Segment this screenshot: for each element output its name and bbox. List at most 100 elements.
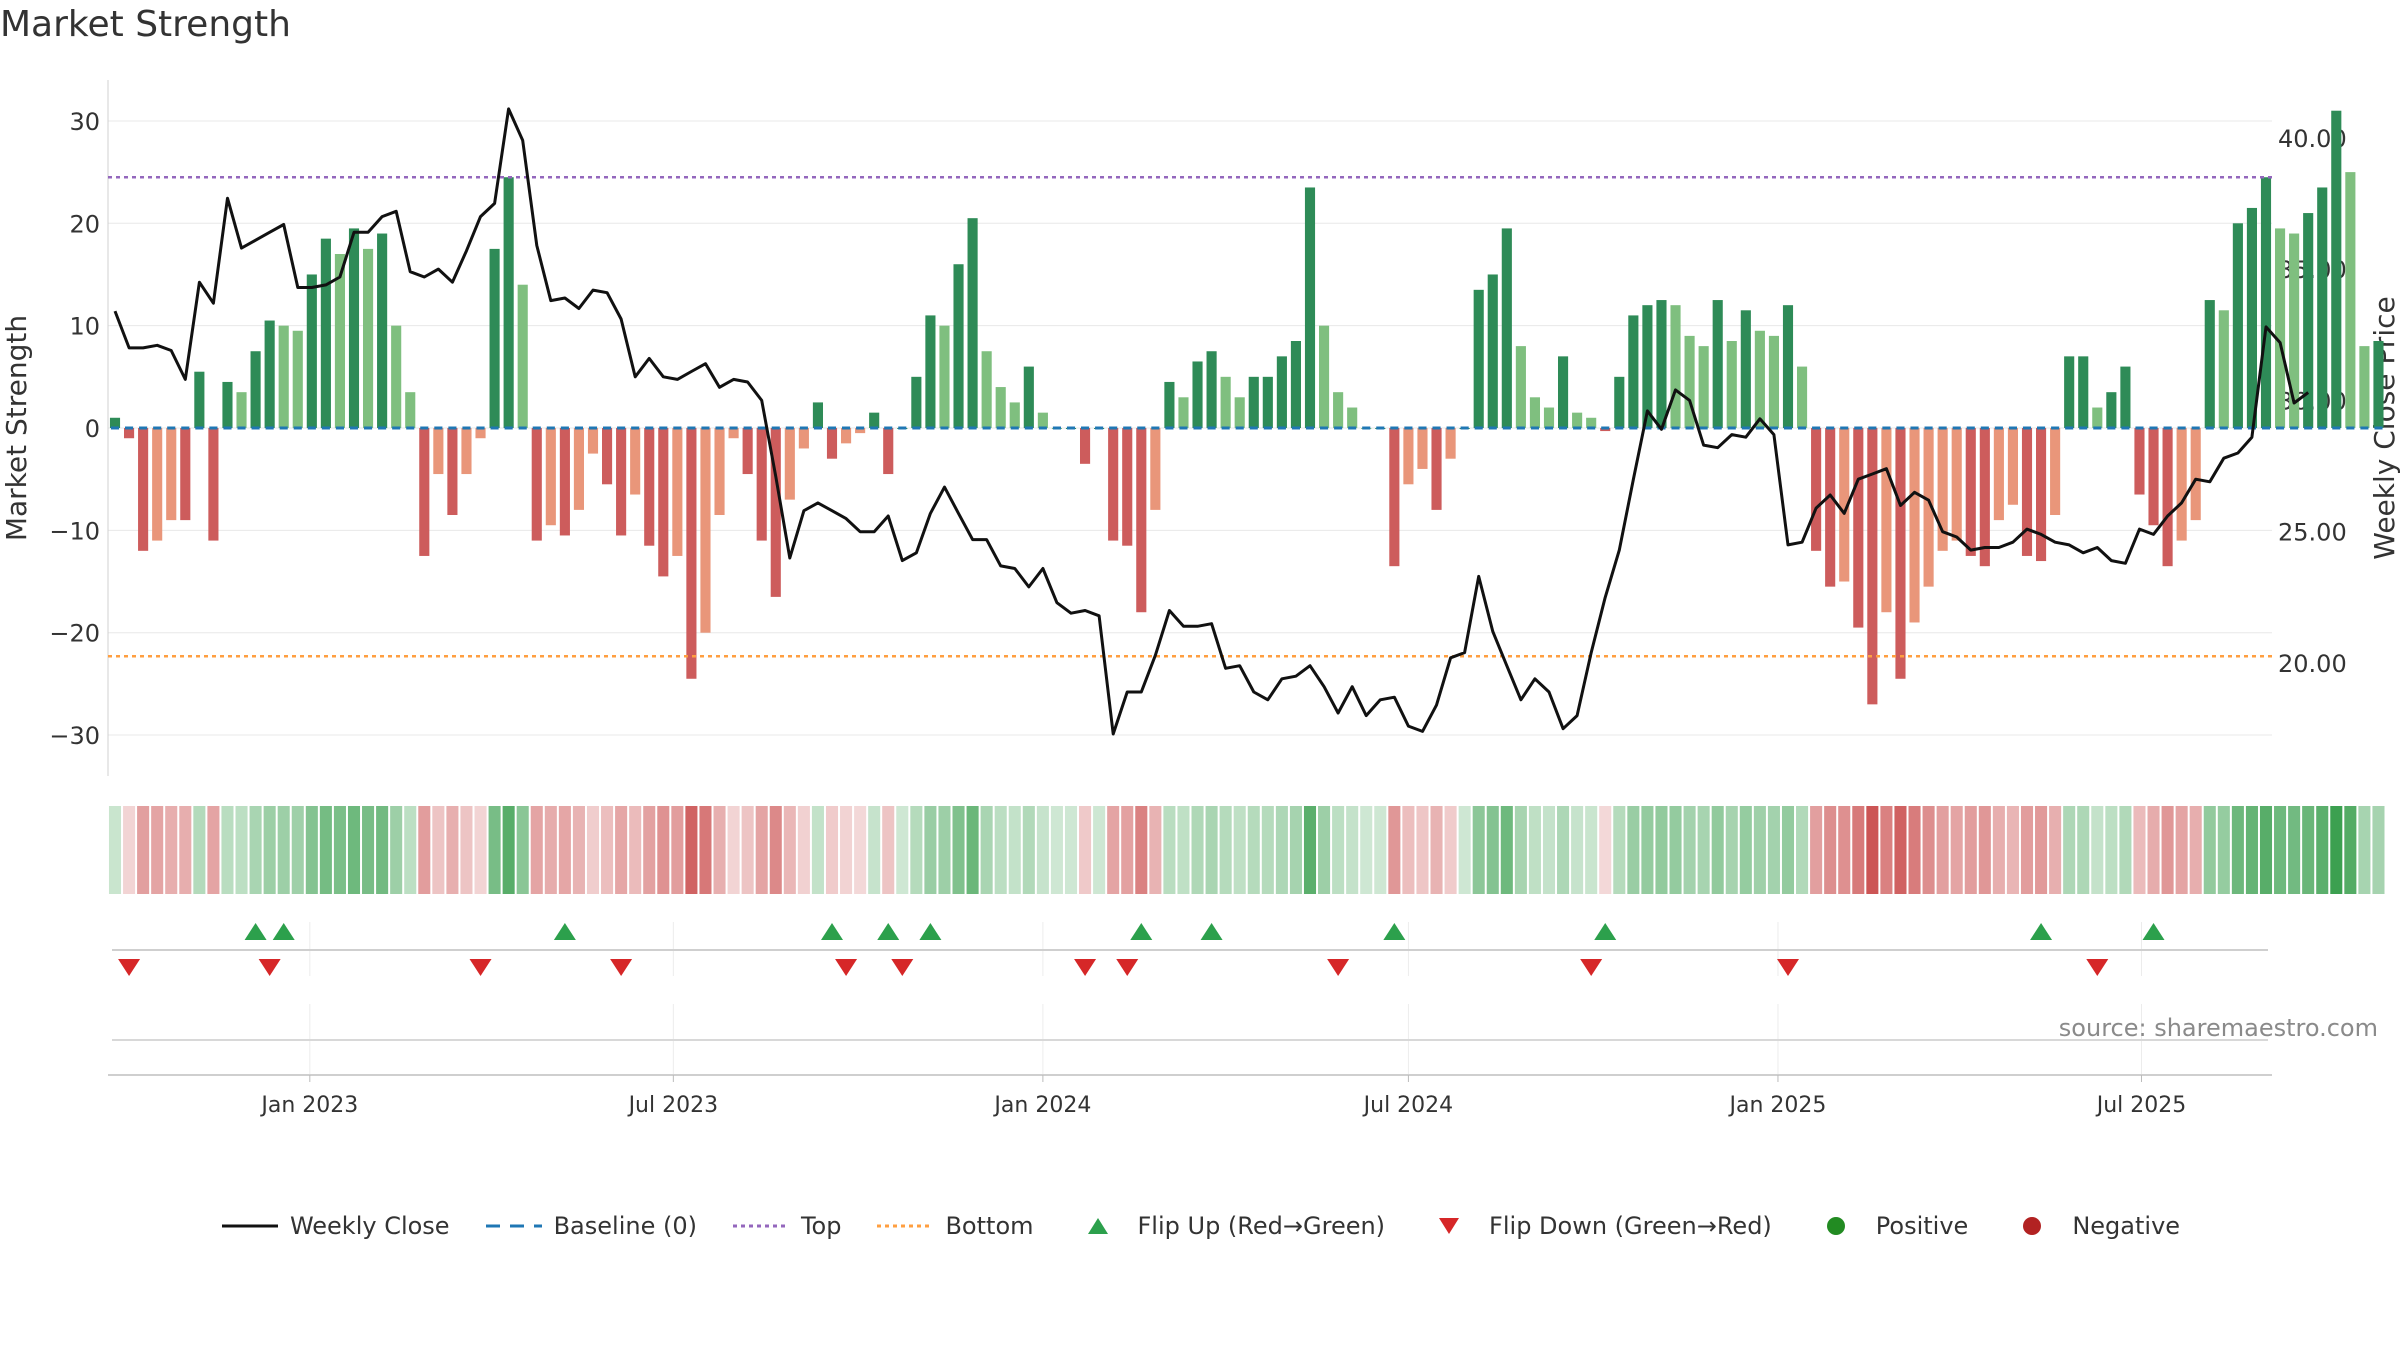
heat-cell — [1655, 806, 1668, 894]
heat-cell — [2274, 806, 2287, 894]
strength-bar — [1557, 356, 1569, 428]
heat-cell — [502, 806, 515, 894]
strength-bar — [320, 238, 331, 428]
heat-cell — [1205, 806, 1218, 894]
strength-bar — [1684, 335, 1695, 428]
heat-cell — [1191, 806, 1204, 894]
heat-cell — [2035, 806, 2048, 894]
strength-bar — [1614, 376, 1625, 428]
heat-cell — [769, 806, 782, 894]
strength-bar — [2260, 177, 2272, 428]
strength-bar — [2035, 428, 2047, 562]
heat-cell — [544, 806, 557, 894]
strength-bar — [2134, 428, 2145, 495]
strength-bar — [1670, 305, 1681, 428]
heat-cell — [2302, 806, 2315, 894]
y-tick-label: 30 — [69, 108, 100, 136]
strength-bar — [1023, 366, 1034, 428]
heat-cell — [1838, 806, 1851, 894]
y-tick-label: 20 — [69, 210, 100, 238]
heat-cell — [2344, 806, 2357, 894]
flip-up-marker — [1200, 923, 1223, 940]
heat-cell — [1767, 806, 1780, 894]
heat-cell — [333, 806, 346, 894]
legend-label: Bottom — [945, 1212, 1034, 1240]
strength-bar — [1796, 366, 1808, 428]
heat-cell — [1571, 806, 1584, 894]
heat-cell — [1022, 806, 1035, 894]
legend-item: Positive — [1806, 1212, 1969, 1240]
heat-cell — [418, 806, 431, 894]
flip-up-marker — [2142, 923, 2165, 940]
heat-cell — [783, 806, 796, 894]
strength-bar — [686, 428, 697, 679]
heat-cell — [1753, 806, 1766, 894]
strength-bar — [2007, 428, 2019, 505]
strength-bar — [2162, 428, 2173, 567]
flip-up-marker — [2030, 923, 2053, 940]
heat-cell — [924, 806, 937, 894]
heat-cell — [123, 806, 136, 894]
heat-cell — [1978, 806, 1991, 894]
heat-cell — [643, 806, 656, 894]
strength-bar — [1445, 428, 1456, 459]
heat-cell — [1936, 806, 1949, 894]
strength-bar — [2373, 341, 2384, 428]
strength-bar — [911, 376, 922, 428]
heat-cell — [2175, 806, 2188, 894]
flip-up-marker — [1594, 923, 1617, 940]
strength-bar — [1628, 315, 1639, 428]
x-tick-label: Jan 2025 — [1728, 1093, 1827, 1118]
strength-bar — [644, 428, 655, 546]
heat-cell — [1514, 806, 1527, 894]
strength-bar — [1979, 428, 1990, 567]
heat-cell — [1824, 806, 1837, 894]
heat-cell — [1627, 806, 1640, 894]
heat-cell — [460, 806, 473, 894]
strength-bar — [1965, 428, 1976, 556]
strength-bar — [377, 233, 388, 428]
strength-bar — [194, 371, 205, 428]
flip-down-marker — [469, 959, 492, 976]
strength-bar — [1853, 428, 1864, 628]
flip-up-marker — [877, 923, 900, 940]
heat-cell — [1289, 806, 1302, 894]
source-credit: source: sharemaestro.com — [2058, 1014, 2378, 1042]
strength-bar — [1572, 412, 1583, 428]
legend-item: Baseline (0) — [484, 1212, 697, 1240]
strength-bar — [1993, 428, 2004, 521]
heat-cell — [2077, 806, 2090, 894]
heat-cell — [1669, 806, 1682, 894]
heat-cell — [151, 806, 164, 894]
heat-cell — [1149, 806, 1162, 894]
heat-cell — [2020, 806, 2034, 894]
strength-bar — [1782, 305, 1794, 428]
flip-down-marker — [118, 959, 141, 976]
legend-label: Weekly Close — [289, 1212, 450, 1240]
flip-down-marker — [2086, 959, 2109, 976]
strength-bar — [517, 284, 528, 428]
strength-bar — [1108, 428, 1119, 541]
heat-cell — [1177, 806, 1190, 894]
circle-icon — [1806, 1216, 1866, 1236]
strength-bar — [883, 428, 894, 475]
strength-bar — [123, 428, 135, 439]
strength-bar — [1431, 428, 1442, 510]
heat-cell — [572, 806, 585, 894]
heat-cell — [446, 806, 459, 894]
strength-bar — [447, 428, 458, 515]
heat-cell — [1318, 806, 1331, 894]
heat-cell — [2006, 806, 2019, 894]
strength-bar — [1122, 428, 1133, 546]
heat-cell — [952, 806, 965, 894]
heat-cell — [1683, 806, 1696, 894]
strength-bar — [953, 264, 964, 428]
strength-bar — [2345, 172, 2356, 428]
heat-cell — [165, 806, 178, 894]
heat-cell — [2049, 806, 2062, 894]
y-tick-label: −10 — [49, 517, 100, 545]
legend-label: Positive — [1875, 1212, 1969, 1240]
strength-bar — [138, 428, 149, 551]
strength-bar — [1487, 274, 1498, 428]
flip-down-marker — [1327, 959, 1350, 976]
